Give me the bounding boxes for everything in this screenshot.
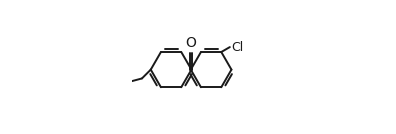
Text: O: O	[186, 36, 196, 50]
Text: Cl: Cl	[231, 41, 244, 54]
